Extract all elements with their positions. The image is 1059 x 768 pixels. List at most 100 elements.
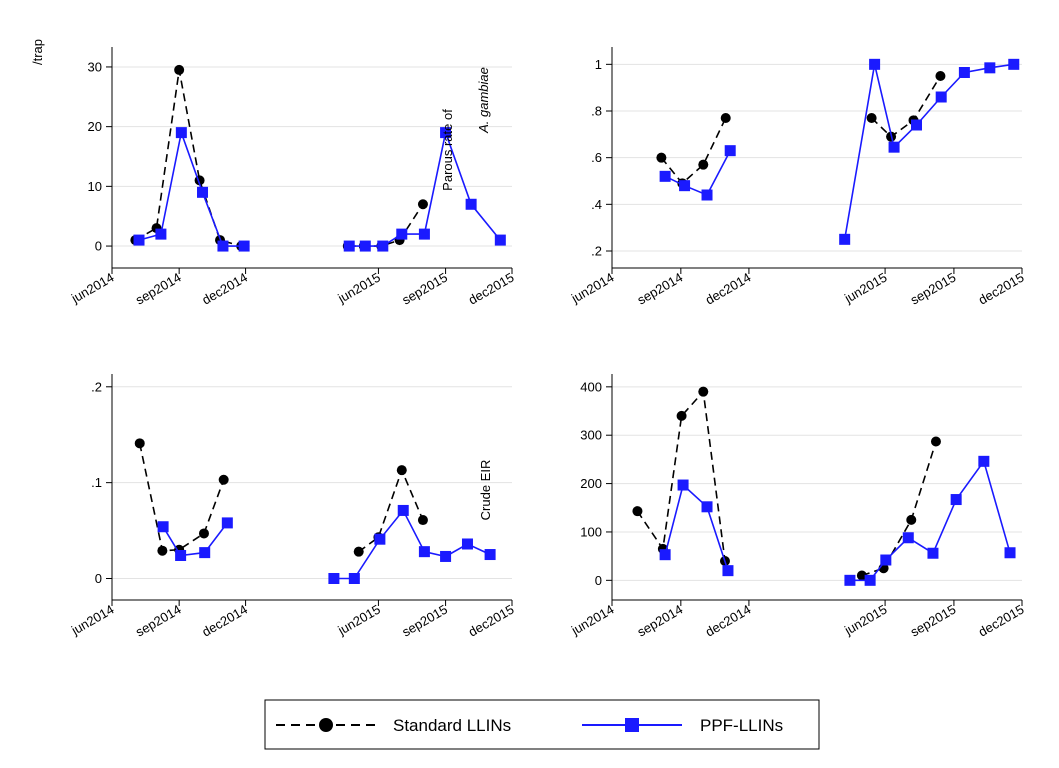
standard-llins-point: [417, 515, 428, 526]
ppf-llins-point: [677, 479, 689, 491]
ppf-llins-point: [978, 455, 990, 467]
standard-llins-point: [935, 71, 946, 81]
ppf-llins-point: [902, 532, 914, 544]
ppf-llins-point: [888, 141, 900, 153]
ppf-llins-point: [359, 240, 371, 252]
standard-llins-point: [198, 528, 209, 539]
standard-llins-point: [698, 159, 709, 170]
standard-llins-point: [353, 546, 364, 557]
legend: Standard LLINs PPF-LLINs: [264, 699, 820, 750]
standard-llins-line: [138, 443, 225, 552]
standard-llins-point: [632, 506, 643, 517]
ppf-llins-point: [935, 91, 947, 103]
y-tick-label: 10: [88, 179, 102, 194]
y-tick-label: 0: [95, 239, 102, 254]
standard-llins-line: [636, 389, 726, 562]
ppf-llins-point: [440, 550, 452, 562]
ppf-llins-point: [880, 554, 892, 566]
y-axis-label: /trap: [30, 39, 45, 65]
standard-llins-line: [358, 467, 424, 553]
standard-llins-point: [396, 465, 407, 476]
ppf-llins-point: [328, 572, 340, 584]
standard-llins-line: [871, 75, 942, 138]
ppf-llins-point: [1004, 547, 1016, 559]
ppf-llins-point: [869, 58, 881, 70]
standard-llins-point: [218, 474, 229, 485]
standard-llins-point: [676, 410, 687, 421]
y-axis-label: Crude EIR: [478, 460, 493, 521]
y-axis-label: A. gambiae: [476, 67, 491, 134]
ppf-llins-point: [701, 501, 713, 513]
ppf-llins-point: [199, 547, 211, 559]
ppf-llins-point: [157, 521, 169, 533]
ppf-llins-point: [679, 180, 691, 192]
ppf-llins-point: [440, 127, 452, 139]
ppf-llins-point: [844, 574, 856, 586]
ppf-llins-point: [864, 574, 876, 586]
standard-llins-point: [856, 570, 867, 581]
ppf-llins-line: [664, 150, 731, 197]
ppf-llins-point: [197, 186, 209, 198]
standard-llins-point: [417, 199, 428, 210]
y-tick-label: 0: [595, 573, 602, 588]
ppf-llins-point: [724, 145, 736, 157]
ppf-llins-point: [418, 228, 430, 240]
ppf-llins-point: [984, 62, 996, 74]
ppf-llins-point: [133, 234, 145, 246]
y-tick-label: 1: [595, 57, 602, 72]
standard-llins-line: [861, 441, 937, 577]
ppf-llins-point: [958, 67, 970, 78]
legend-ppf-marker: [625, 718, 639, 732]
y-tick-label: .2: [91, 379, 102, 394]
y-tick-label: 30: [88, 59, 102, 74]
standard-llins-point: [134, 438, 145, 449]
ppf-llins-line: [664, 483, 729, 571]
ppf-llins-point: [155, 228, 167, 240]
ppf-llins-point: [175, 127, 187, 139]
y-tick-label: 200: [580, 476, 602, 491]
y-tick-label: 0: [95, 571, 102, 586]
ppf-llins-point: [494, 234, 506, 246]
standard-llins-point: [906, 514, 917, 525]
ppf-llins-point: [221, 517, 233, 529]
ppf-llins-point: [927, 547, 939, 559]
ppf-llins-point: [950, 494, 962, 506]
ppf-llins-point: [396, 228, 408, 240]
ppf-llins-point: [484, 549, 496, 561]
ppf-llins-point: [659, 549, 671, 561]
ppf-llins-point: [343, 240, 355, 252]
ppf-llins-line: [162, 522, 228, 557]
standard-llins-point: [174, 64, 185, 75]
y-tick-label: 400: [580, 379, 602, 394]
y-tick-label: .1: [91, 475, 102, 490]
y-tick-label: .8: [591, 104, 602, 119]
y-tick-label: .6: [591, 150, 602, 165]
standard-llins-point: [698, 386, 709, 397]
y-tick-label: .4: [591, 197, 602, 212]
ppf-llins-point: [418, 546, 430, 558]
ppf-llins-point: [397, 504, 409, 516]
ppf-llins-point: [461, 538, 473, 550]
ppf-llins-point: [701, 189, 713, 201]
ppf-llins-point: [1008, 58, 1020, 70]
standard-llins-point: [656, 152, 667, 163]
y-tick-label: .2: [591, 244, 602, 259]
legend-standard-label: Standard LLINs: [393, 716, 511, 735]
ppf-llins-point: [217, 240, 229, 252]
y-axis-label: Parous rate of: [440, 109, 455, 191]
y-tick-label: 20: [88, 119, 102, 134]
standard-llins-point: [866, 113, 877, 123]
ppf-llins-point: [465, 198, 477, 210]
ppf-llins-point: [839, 233, 851, 245]
ppf-llins-point: [911, 119, 923, 131]
ppf-llins-point: [175, 549, 187, 561]
standard-llins-point: [157, 545, 168, 556]
ppf-llins-point: [348, 572, 360, 584]
standard-llins-point: [720, 113, 731, 123]
ppf-llins-point: [374, 533, 386, 545]
standard-llins-line: [660, 117, 727, 185]
ppf-llins-point: [377, 240, 389, 252]
legend-standard-marker: [319, 718, 333, 732]
ppf-llins-point: [238, 240, 250, 252]
